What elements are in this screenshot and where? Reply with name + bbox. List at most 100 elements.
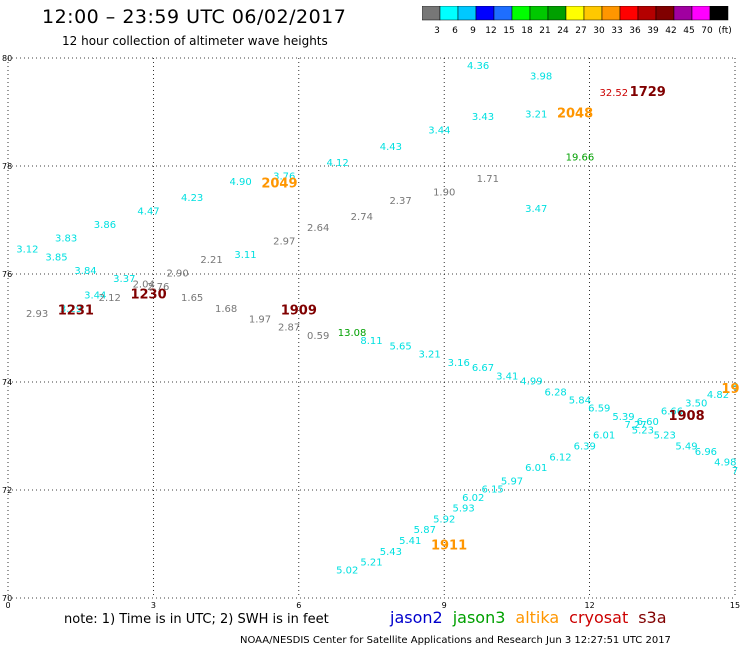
wave-height-label: 4.98 [714, 458, 736, 469]
wave-height-label: 5.39 [612, 412, 634, 423]
wave-height-label: 2.97 [273, 236, 295, 247]
legend-entry-jason2: jason2 [390, 608, 443, 627]
x-tick-label: 12 [585, 601, 595, 610]
wave-height-label: 6 [732, 382, 738, 393]
satellite-legend: jason2 jason3 altika cryosat s3a [390, 608, 677, 627]
legend-entry-altika: altika [515, 608, 560, 627]
colorbar-tick-label: 15 [503, 26, 514, 36]
wave-height-label: 1.68 [215, 304, 237, 315]
wave-height-label: 7 [732, 466, 738, 477]
colorbar-tick-label: 27 [575, 26, 586, 36]
wave-height-label: 5.23 [632, 425, 654, 436]
wave-height-label: 6.96 [695, 447, 717, 458]
legend-entry-jason3: jason3 [452, 608, 506, 627]
wave-height-label: 5.23 [654, 431, 676, 442]
wave-height-label: 2.74 [351, 212, 373, 223]
colorbar-tick-label: 36 [629, 26, 641, 36]
wave-height-label: 5.21 [360, 558, 382, 569]
wave-height-label: 6.39 [574, 442, 596, 453]
wave-height-label: 5.02 [336, 566, 358, 577]
wave-height-label: 3.44 [84, 290, 106, 301]
wave-height-label: 6.01 [593, 431, 615, 442]
wave-height-label: 1.65 [181, 293, 203, 304]
colorbar-tick-label: 33 [611, 26, 622, 36]
wave-height-label: 3.12 [16, 244, 38, 255]
wave-height-label: 2.04 [133, 280, 155, 291]
colorbar-tick-label: 6 [452, 26, 458, 36]
wave-height-label: 13.08 [338, 328, 367, 339]
wave-height-label: 4.23 [181, 193, 203, 204]
wave-height-label: 3.21 [525, 109, 547, 120]
wave-height-label: 3.37 [113, 274, 135, 285]
wave-height-label: 1.90 [433, 188, 455, 199]
x-tick-label: 9 [442, 601, 447, 610]
wave-height-label: 2.90 [167, 269, 189, 280]
wave-height-label: 5.92 [433, 514, 455, 525]
wave-height-label: 5.93 [452, 504, 474, 515]
wave-height-label: 1231 [58, 304, 94, 319]
colorbar-tick-label: 21 [539, 26, 550, 36]
colorbar-tick-label: 3 [434, 26, 440, 36]
wave-height-label: 1909 [281, 304, 317, 319]
color-scale-bar: 3 6 9 12 15 18 21 24 27 30 33 36 39 42 45 70 (ft) [422, 6, 732, 36]
wave-height-label: 4.82 [707, 390, 729, 401]
y-tick-label: 74 [2, 378, 12, 387]
wave-height-label: 1230 [130, 287, 166, 302]
wave-height-label: 3.11 [234, 250, 256, 261]
colorbar-tick-label: 30 [593, 26, 605, 36]
wave-height-label: 5.49 [675, 442, 697, 453]
colorbar-tick-label: 24 [557, 26, 569, 36]
y-tick-label: 78 [2, 162, 12, 171]
y-tick-label: 80 [2, 54, 12, 63]
wave-height-label: 6.01 [525, 463, 547, 474]
credit-line: NOAA/NESDIS Center for Satellite Applica… [240, 635, 671, 646]
wave-height-label: 1911 [431, 538, 467, 553]
wave-height-label: 6.02 [462, 493, 484, 504]
colorbar-tick-label: 39 [647, 26, 659, 36]
colorbar-tick-label: 12 [485, 26, 496, 36]
wave-height-label: 3.29 [60, 304, 82, 315]
wave-height-label: 1.71 [477, 174, 499, 185]
chart-title: 12:00 – 23:59 UTC 06/02/2017 [42, 6, 347, 28]
wave-height-label: 3.84 [74, 266, 96, 277]
wave-height-label: 2.87 [278, 323, 300, 334]
y-tick-label: 70 [2, 594, 12, 603]
wave-height-label: 5.41 [399, 536, 421, 547]
wave-height-label: 6.15 [482, 485, 504, 496]
colorbar-tick-label: 9 [470, 26, 476, 36]
wave-height-label: 3.98 [530, 72, 552, 83]
wave-height-label: 3.44 [428, 126, 450, 137]
wave-height-label: 2.37 [389, 196, 411, 207]
y-tick-label: 72 [2, 486, 12, 495]
colorbar-tick-label: 18 [521, 26, 533, 36]
wave-height-label: 1729 [630, 85, 666, 100]
colorbar-tick-label: 42 [665, 26, 676, 36]
wave-height-label: 5.97 [501, 477, 523, 488]
wave-height-label: 2.93 [26, 309, 48, 320]
wave-height-label: 3.83 [55, 234, 77, 245]
wave-height-label: 3.85 [45, 253, 67, 264]
wave-height-label: 6.12 [549, 452, 571, 463]
wave-height-label: 4.36 [467, 61, 489, 72]
legend-entry-s3a: s3a [638, 608, 667, 627]
wave-height-label: 4.99 [520, 377, 542, 388]
colorbar-swatch [709, 6, 729, 21]
wave-height-label: 3.76 [273, 172, 295, 183]
wave-height-label: 6.60 [637, 417, 659, 428]
x-tick-label: 15 [730, 601, 740, 610]
wave-height-label: 19.66 [566, 153, 595, 164]
y-tick-label: 76 [2, 270, 12, 279]
wave-height-label: 3.41 [496, 371, 518, 382]
wave-height-label: 5.87 [414, 525, 436, 536]
wave-height-label: 2049 [261, 177, 297, 192]
wave-height-label: 2.64 [307, 223, 329, 234]
chart-subtitle: 12 hour collection of altimeter wave hei… [62, 34, 328, 48]
wave-height-label: 4.90 [230, 177, 252, 188]
wave-height-label: 1908 [668, 409, 704, 424]
wave-height-label: 2.12 [99, 293, 121, 304]
wave-height-label: 3.47 [525, 204, 547, 215]
x-tick-label: 3 [151, 601, 156, 610]
wave-height-label: 6.66 [661, 406, 683, 417]
wave-height-label: 5.65 [389, 342, 411, 353]
